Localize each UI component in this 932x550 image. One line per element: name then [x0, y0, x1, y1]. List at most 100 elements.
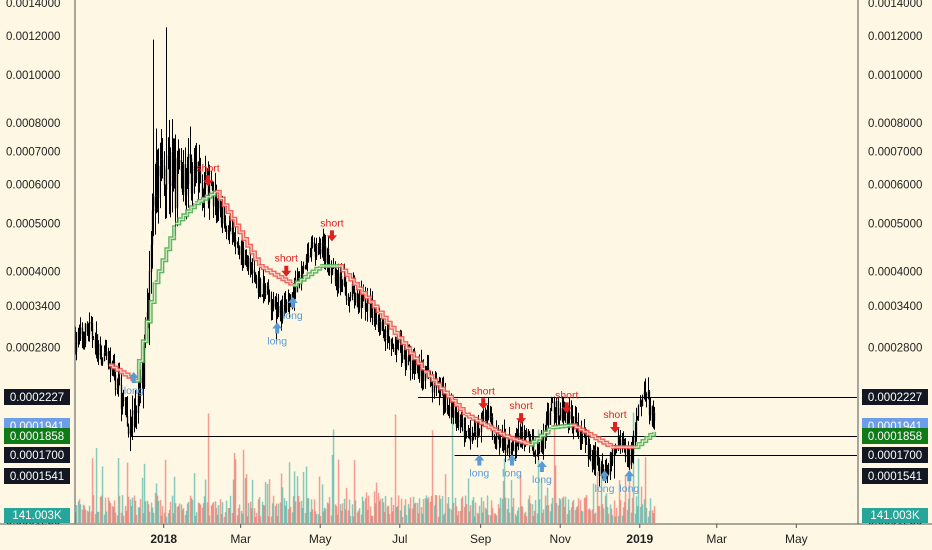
- volume-bar: [480, 497, 483, 523]
- volume-bar: [287, 509, 290, 523]
- volume-bar: [326, 502, 329, 523]
- x-tick-label: Mar: [706, 532, 727, 546]
- volume-bar: [280, 473, 283, 523]
- volume-bar: [637, 458, 640, 523]
- long-arrow-icon: [474, 454, 485, 466]
- volume-bar: [357, 510, 360, 523]
- volume-bar: [472, 497, 475, 523]
- volume-bar: [628, 459, 631, 523]
- volume-bar: [506, 509, 509, 523]
- volume-bar: [570, 507, 573, 523]
- short-signal-label: short: [472, 385, 495, 397]
- volume-bar: [203, 496, 206, 523]
- volume-bar: [405, 515, 408, 523]
- volume-bar: [324, 508, 327, 523]
- volume-bar: [330, 515, 333, 523]
- volume-bar: [525, 516, 528, 523]
- volume-bar: [253, 508, 256, 523]
- volume-bar: [649, 498, 652, 523]
- volume-bar: [242, 449, 245, 523]
- volume-bar: [497, 504, 500, 523]
- volume-bar: [351, 504, 354, 523]
- trend-line-highlight: [195, 191, 216, 204]
- volume-bar: [421, 513, 424, 523]
- volume-bar: [459, 510, 462, 523]
- volume-bar: [167, 513, 170, 523]
- volume-bars: [74, 412, 656, 523]
- volume-bar: [652, 513, 655, 523]
- volume-bar: [126, 462, 129, 523]
- volume-bar: [310, 499, 313, 523]
- volume-bar: [352, 516, 355, 523]
- volume-bar: [163, 512, 166, 523]
- volume-bar: [474, 502, 477, 523]
- volume-bar: [275, 503, 278, 523]
- volume-bar: [487, 514, 490, 523]
- volume-bar: [112, 507, 115, 523]
- trend-line-highlight: [528, 428, 552, 446]
- volume-bar: [191, 499, 194, 523]
- volume-bar: [587, 509, 590, 523]
- volume-bar: [534, 499, 537, 523]
- volume-bar: [353, 460, 356, 523]
- volume-bar: [501, 498, 504, 523]
- volume-bar: [237, 508, 240, 523]
- volume-bar: [648, 510, 651, 523]
- volume-bar: [285, 500, 288, 523]
- volume-bar: [259, 516, 262, 523]
- volume-bar: [354, 500, 357, 523]
- volume-bar: [169, 502, 172, 523]
- volume-bar: [471, 500, 474, 523]
- volume-bar: [257, 499, 260, 523]
- x-tick-label: 2018: [150, 532, 177, 546]
- volume-bar: [300, 500, 303, 523]
- volume-bar: [592, 483, 595, 523]
- volume-bar: [634, 513, 637, 523]
- volume-bar: [141, 477, 144, 523]
- y-tick-label-right: 0.0004000: [868, 266, 922, 278]
- y-tick-label-left: 0.0005000: [6, 219, 60, 231]
- price-label-left-box: [4, 389, 70, 405]
- volume-bar: [557, 505, 560, 523]
- volume-bar: [607, 513, 610, 523]
- volume-bar: [113, 500, 116, 523]
- volume-bar: [321, 484, 324, 523]
- volume-bar: [365, 492, 368, 523]
- volume-bar: [198, 503, 201, 523]
- volume-bar: [527, 499, 530, 523]
- volume-bar: [604, 495, 607, 523]
- short-signal-label: short: [555, 389, 578, 401]
- short-arrow-icon: [281, 265, 292, 277]
- volume-bar: [396, 506, 399, 523]
- volume-bar: [437, 516, 440, 523]
- volume-bar: [434, 495, 437, 523]
- volume-bar: [489, 515, 492, 523]
- volume-bar: [464, 495, 467, 523]
- volume-bar: [117, 458, 120, 523]
- trade-signals: long short short long long short short long shor…: [124, 162, 640, 495]
- long-signal-label: long: [619, 483, 639, 495]
- volume-bar: [433, 505, 436, 523]
- volume-bar: [234, 459, 237, 523]
- x-tick-label: Nov: [550, 532, 571, 546]
- volume-bar: [463, 506, 466, 523]
- volume-bar: [477, 514, 480, 523]
- volume-bar: [494, 513, 497, 523]
- short-signal-label: short: [320, 217, 343, 229]
- y-tick-label-right: 0.0012000: [868, 31, 922, 43]
- volume-bar: [137, 507, 140, 523]
- volume-bar: [630, 512, 633, 523]
- volume-bar: [435, 495, 438, 523]
- volume-bar: [249, 501, 252, 523]
- volume-bar: [331, 454, 334, 523]
- volume-bar: [96, 511, 99, 523]
- volume-bar: [211, 503, 214, 523]
- volume-bar: [202, 503, 205, 523]
- volume-bar: [318, 476, 321, 523]
- volume-bar: [129, 499, 132, 523]
- volume-bar: [261, 501, 264, 523]
- volume-bar: [121, 495, 124, 523]
- volume-bar: [443, 513, 446, 523]
